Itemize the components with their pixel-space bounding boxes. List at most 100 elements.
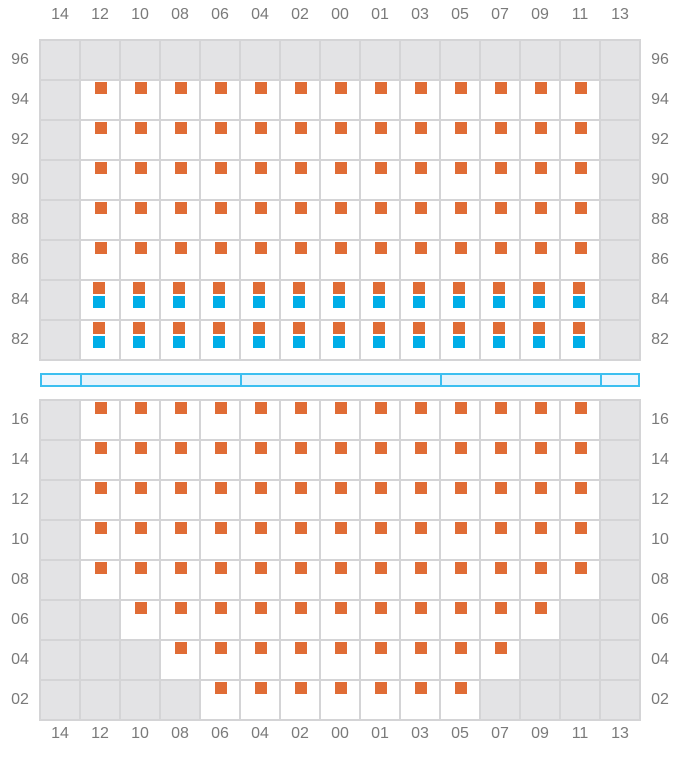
- seat-cell[interactable]: [280, 480, 320, 520]
- seat-cell[interactable]: [80, 520, 120, 560]
- seat-cell[interactable]: [240, 560, 280, 600]
- seat-cell[interactable]: [160, 400, 200, 440]
- seat-cell[interactable]: [80, 320, 120, 360]
- seat-cell[interactable]: [560, 160, 600, 200]
- seat-cell[interactable]: [400, 120, 440, 160]
- seat-cell[interactable]: [560, 280, 600, 320]
- seat-cell[interactable]: [480, 400, 520, 440]
- seat-cell[interactable]: [360, 480, 400, 520]
- seat-cell[interactable]: [320, 240, 360, 280]
- seat-cell[interactable]: [560, 320, 600, 360]
- seat-cell[interactable]: [80, 280, 120, 320]
- seat-cell[interactable]: [320, 400, 360, 440]
- seat-cell[interactable]: [320, 200, 360, 240]
- seat-cell[interactable]: [360, 600, 400, 640]
- seat-cell[interactable]: [320, 280, 360, 320]
- seat-cell[interactable]: [560, 240, 600, 280]
- seat-cell[interactable]: [360, 280, 400, 320]
- seat-cell[interactable]: [280, 560, 320, 600]
- seat-cell[interactable]: [280, 520, 320, 560]
- seat-cell[interactable]: [240, 240, 280, 280]
- seat-cell[interactable]: [440, 280, 480, 320]
- seat-cell[interactable]: [120, 320, 160, 360]
- seat-cell[interactable]: [240, 600, 280, 640]
- seat-cell[interactable]: [280, 320, 320, 360]
- seat-cell[interactable]: [560, 440, 600, 480]
- seat-cell[interactable]: [200, 640, 240, 680]
- seat-cell[interactable]: [560, 480, 600, 520]
- seat-cell[interactable]: [120, 400, 160, 440]
- seat-cell[interactable]: [240, 280, 280, 320]
- seat-cell[interactable]: [200, 520, 240, 560]
- seat-cell[interactable]: [320, 80, 360, 120]
- seat-cell[interactable]: [400, 480, 440, 520]
- seat-cell[interactable]: [320, 560, 360, 600]
- seat-cell[interactable]: [120, 160, 160, 200]
- seat-cell[interactable]: [80, 480, 120, 520]
- seat-cell[interactable]: [480, 320, 520, 360]
- seat-cell[interactable]: [280, 160, 320, 200]
- seat-cell[interactable]: [480, 280, 520, 320]
- seat-cell[interactable]: [400, 320, 440, 360]
- seat-cell[interactable]: [480, 640, 520, 680]
- seat-cell[interactable]: [520, 400, 560, 440]
- seat-cell[interactable]: [480, 600, 520, 640]
- seat-cell[interactable]: [160, 440, 200, 480]
- seat-cell[interactable]: [160, 120, 200, 160]
- seat-cell[interactable]: [520, 480, 560, 520]
- seat-cell[interactable]: [200, 440, 240, 480]
- seat-cell[interactable]: [280, 120, 320, 160]
- seat-cell[interactable]: [160, 160, 200, 200]
- seat-cell[interactable]: [360, 400, 400, 440]
- seat-cell[interactable]: [240, 480, 280, 520]
- seat-cell[interactable]: [200, 560, 240, 600]
- seat-cell[interactable]: [440, 680, 480, 720]
- seat-cell[interactable]: [320, 120, 360, 160]
- seat-cell[interactable]: [80, 120, 120, 160]
- seat-cell[interactable]: [160, 600, 200, 640]
- seat-cell[interactable]: [120, 240, 160, 280]
- seat-cell[interactable]: [120, 280, 160, 320]
- seat-cell[interactable]: [400, 160, 440, 200]
- seat-cell[interactable]: [520, 520, 560, 560]
- seat-cell[interactable]: [280, 240, 320, 280]
- seat-cell[interactable]: [200, 200, 240, 240]
- seat-cell[interactable]: [480, 120, 520, 160]
- seat-cell[interactable]: [360, 560, 400, 600]
- seat-cell[interactable]: [120, 560, 160, 600]
- seat-cell[interactable]: [520, 200, 560, 240]
- seat-cell[interactable]: [480, 480, 520, 520]
- seat-cell[interactable]: [200, 280, 240, 320]
- seat-cell[interactable]: [440, 320, 480, 360]
- seat-cell[interactable]: [360, 240, 400, 280]
- seat-cell[interactable]: [360, 200, 400, 240]
- seat-cell[interactable]: [80, 160, 120, 200]
- seat-cell[interactable]: [560, 400, 600, 440]
- seat-cell[interactable]: [280, 640, 320, 680]
- seat-cell[interactable]: [200, 400, 240, 440]
- seat-cell[interactable]: [360, 440, 400, 480]
- seat-cell[interactable]: [400, 560, 440, 600]
- seat-cell[interactable]: [440, 440, 480, 480]
- seat-cell[interactable]: [480, 440, 520, 480]
- seat-cell[interactable]: [360, 120, 400, 160]
- seat-cell[interactable]: [120, 440, 160, 480]
- seat-cell[interactable]: [160, 200, 200, 240]
- seat-cell[interactable]: [360, 680, 400, 720]
- seat-cell[interactable]: [280, 280, 320, 320]
- seat-cell[interactable]: [120, 520, 160, 560]
- seat-cell[interactable]: [240, 400, 280, 440]
- seat-cell[interactable]: [440, 240, 480, 280]
- seat-cell[interactable]: [400, 440, 440, 480]
- seat-cell[interactable]: [200, 480, 240, 520]
- seat-cell[interactable]: [80, 560, 120, 600]
- seat-cell[interactable]: [80, 440, 120, 480]
- seat-cell[interactable]: [560, 520, 600, 560]
- seat-cell[interactable]: [120, 120, 160, 160]
- seat-cell[interactable]: [160, 320, 200, 360]
- seat-cell[interactable]: [520, 280, 560, 320]
- seat-cell[interactable]: [120, 600, 160, 640]
- seat-cell[interactable]: [160, 240, 200, 280]
- seat-cell[interactable]: [240, 440, 280, 480]
- seat-cell[interactable]: [320, 680, 360, 720]
